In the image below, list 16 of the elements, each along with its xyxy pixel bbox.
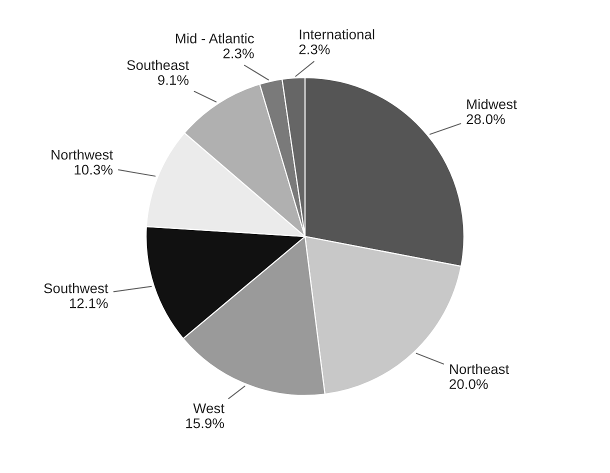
slice-label: Southeast <box>127 60 189 70</box>
slice-label: Northeast <box>450 364 510 374</box>
data-label: 12.1% <box>70 298 108 308</box>
slice-label: Mid - Atlantic <box>176 33 254 44</box>
data-label: 2.3% <box>223 48 254 58</box>
slice-label: West <box>193 404 224 414</box>
slice-label: International <box>300 29 374 40</box>
data-label: 10.3% <box>74 164 113 175</box>
data-label: 2.3% <box>299 44 330 54</box>
slice-label: Southwest <box>44 283 108 294</box>
data-label: 20.0% <box>450 379 488 390</box>
slice-label: Northwest <box>52 149 113 160</box>
data-label: 9.1% <box>158 75 189 85</box>
slice-label: Midwest <box>467 98 517 110</box>
data-label: 15.9% <box>186 418 224 428</box>
data-label: 28.0% <box>466 114 505 124</box>
